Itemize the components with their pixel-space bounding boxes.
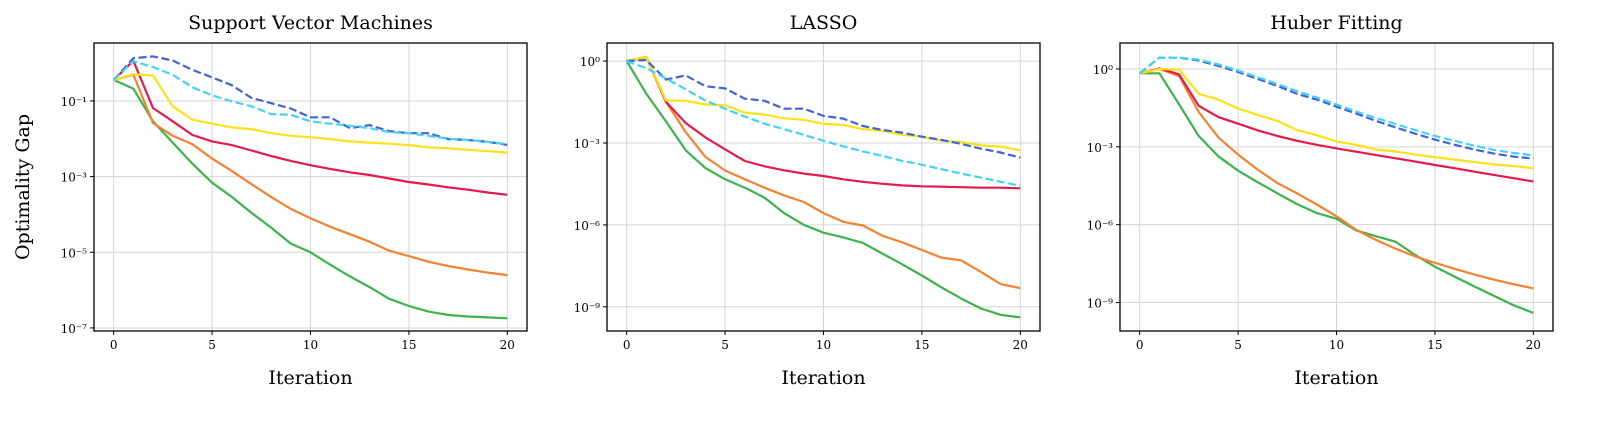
series-line-1	[1139, 72, 1534, 314]
y-tick-label: 10⁻⁶	[1087, 219, 1114, 233]
y-axis-label: Optimality Gap	[12, 114, 34, 260]
subplot-2: 0 5 10 15 20 10⁰ 10⁻³ 10⁻⁶ 10⁻⁹ LASSO Iteration	[574, 12, 1041, 389]
series-line-3	[112, 59, 508, 196]
y-tick-label: 10⁻⁶	[574, 219, 601, 233]
series-line-6	[1139, 56, 1534, 157]
series-line-6	[626, 60, 1021, 187]
y-tick-label: 10⁻⁹	[574, 301, 601, 315]
x-tick-label: 5	[208, 338, 216, 352]
x-tick-label: 10	[816, 338, 831, 352]
x-tick-label: 20	[1013, 338, 1028, 352]
series-line-6	[112, 60, 508, 146]
series-line-4	[1139, 67, 1534, 170]
y-tick-label: 10⁻⁵	[61, 246, 88, 260]
series-line-5	[1139, 56, 1534, 160]
x-axis-label: Iteration	[1294, 367, 1378, 389]
series-line-4	[113, 73, 508, 154]
x-tick-label: 20	[500, 338, 515, 352]
series-line-2	[1139, 67, 1534, 290]
x-axis-label: Iteration	[781, 367, 865, 389]
x-axis-label: Iteration	[268, 367, 352, 389]
y-tick-label: 10⁻⁹	[1087, 297, 1114, 311]
series-line-1	[113, 78, 508, 320]
axes-frame	[93, 42, 528, 332]
x-tick-label: 10	[1329, 338, 1344, 352]
x-tick-label: 0	[1136, 338, 1144, 352]
x-tick-label: 15	[914, 338, 929, 352]
subplot-1: 0 5 10 15 20 10⁻¹ 10⁻³ 10⁻⁵ 10⁻⁷ Support Vector M…	[61, 12, 528, 389]
axes-frame	[606, 42, 1041, 332]
subplot-title: Huber Fitting	[1270, 12, 1402, 34]
series-line-1	[625, 60, 1021, 319]
x-tick-label: 0	[110, 338, 118, 352]
y-tick-label: 10⁻¹	[61, 95, 87, 109]
x-tick-label: 0	[623, 338, 631, 352]
x-tick-label: 5	[1234, 338, 1242, 352]
x-tick-label: 15	[1427, 338, 1442, 352]
y-tick-label: 10⁰	[1093, 63, 1113, 77]
series-group	[112, 55, 508, 320]
series-group	[1139, 56, 1534, 314]
x-tick-label: 5	[721, 338, 729, 352]
x-tick-label: 20	[1526, 338, 1541, 352]
y-tick-label: 10⁻³	[1087, 141, 1114, 155]
series-line-3	[1139, 67, 1534, 183]
subplot-3: 0 5 10 15 20 10⁰ 10⁻³ 10⁻⁶ 10⁻⁹ Huber Fitting Iter…	[1087, 12, 1554, 389]
subplot-title: Support Vector Machines	[188, 12, 433, 34]
y-tick-label: 10⁻³	[574, 137, 601, 151]
y-tick-label: 10⁻⁷	[61, 322, 88, 336]
x-tick-label: 10	[303, 338, 318, 352]
y-tick-label: 10⁰	[580, 55, 600, 69]
subplot-title: LASSO	[790, 12, 858, 34]
series-line-2	[626, 55, 1021, 290]
series-line-3	[626, 55, 1021, 190]
series-line-5	[626, 58, 1021, 159]
series-line-2	[113, 73, 508, 277]
y-tick-label: 10⁻³	[61, 171, 88, 185]
series-group	[625, 55, 1021, 319]
axes-frame	[1119, 42, 1554, 332]
series-line-5	[112, 55, 508, 146]
x-tick-label: 15	[401, 338, 416, 352]
